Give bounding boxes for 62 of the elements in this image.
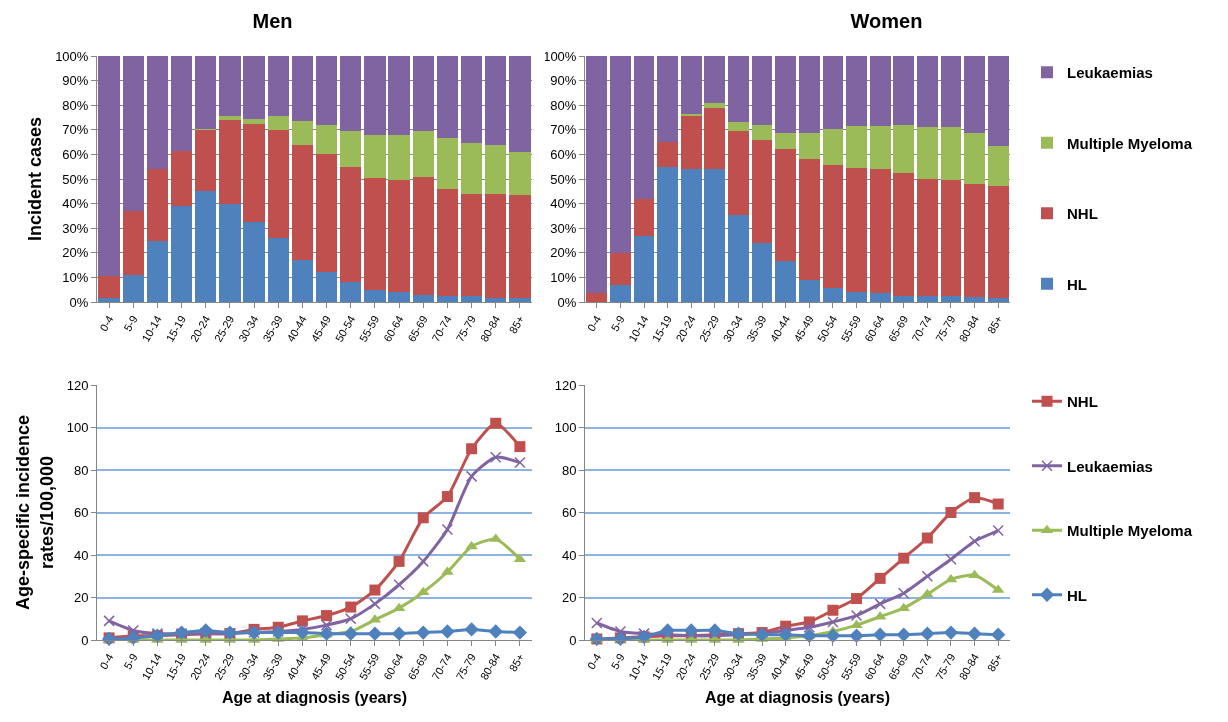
y-axis-title: Incident cases xyxy=(25,116,46,242)
chart-title: Men xyxy=(252,9,293,32)
y-tick-label: 40 xyxy=(561,547,577,563)
y-tick-label: 100 xyxy=(66,420,89,436)
x-tick-label: 5-9 xyxy=(121,313,140,334)
x-tick-label: 85+ xyxy=(506,313,527,336)
y-tick-label: 100 xyxy=(554,420,577,436)
y-tick-label: 50% xyxy=(550,171,577,187)
y-tick-label: 20% xyxy=(550,245,577,261)
y-tick-label: 120 xyxy=(554,377,577,393)
legend-label: NHL xyxy=(1067,393,1098,411)
x-tick-label: 0-4 xyxy=(97,313,116,334)
y-tick-label: 80% xyxy=(550,97,577,113)
x-tick-label: 85+ xyxy=(506,651,527,674)
y-tick-label: 60 xyxy=(73,505,89,521)
y-tick-label: 10% xyxy=(550,269,577,285)
x-tick-label: 5-9 xyxy=(121,651,140,672)
legend-label: HL xyxy=(1067,275,1087,293)
y-tick-label: 100% xyxy=(55,48,89,64)
legend-label: Multiple Myeloma xyxy=(1067,134,1193,152)
y-tick-label: 60% xyxy=(550,146,577,162)
y-tick-label: 40% xyxy=(550,196,577,212)
chart-title: Women xyxy=(850,9,923,32)
legend-label: Leukaemias xyxy=(1067,457,1153,475)
y-tick-label: 0% xyxy=(557,294,577,310)
y-tick-label: 20 xyxy=(561,590,577,606)
x-tick-label: 5-9 xyxy=(608,313,627,334)
y-tick-label: 30% xyxy=(550,220,577,236)
legend-label: Multiple Myeloma xyxy=(1067,522,1193,540)
y-tick-label: 70% xyxy=(550,122,577,138)
y-tick-label: 120 xyxy=(66,377,89,393)
y-tick-label: 30% xyxy=(62,220,89,236)
x-axis-title: Age at diagnosis (years) xyxy=(222,688,407,706)
legend-label: NHL xyxy=(1067,205,1098,223)
x-tick-label: 0-4 xyxy=(97,651,116,672)
y-tick-label: 0 xyxy=(569,632,577,648)
y-tick-label: 60% xyxy=(62,146,89,162)
y-tick-label: 60 xyxy=(561,505,577,521)
y-tick-label: 40% xyxy=(62,196,89,212)
y-tick-label: 20 xyxy=(73,590,89,606)
y-tick-label: 80 xyxy=(73,462,89,478)
y-tick-label: 50% xyxy=(62,171,89,187)
y-axis-title: Age-specific incidence rates/100,000 xyxy=(13,414,57,611)
y-tick-label: 80 xyxy=(561,462,577,478)
legend-label: Leukaemias xyxy=(1067,64,1153,82)
x-tick-label: 5-9 xyxy=(608,651,627,672)
x-axis-title: Age at diagnosis (years) xyxy=(705,688,890,706)
y-tick-label: 10% xyxy=(62,269,89,285)
y-tick-label: 90% xyxy=(62,73,89,89)
y-tick-label: 0% xyxy=(69,294,89,310)
y-tick-label: 0 xyxy=(81,632,89,648)
legend-label: HL xyxy=(1067,586,1087,604)
x-tick-label: 0-4 xyxy=(584,313,604,334)
y-tick-label: 20% xyxy=(62,245,89,261)
x-tick-label: 85+ xyxy=(984,651,1005,674)
y-tick-label: 70% xyxy=(62,122,89,138)
y-tick-label: 100% xyxy=(543,48,577,64)
x-tick-label: 85+ xyxy=(984,313,1005,336)
y-tick-label: 90% xyxy=(550,73,577,89)
y-tick-label: 80% xyxy=(62,97,89,113)
x-tick-label: 0-4 xyxy=(584,651,604,672)
y-tick-label: 40 xyxy=(73,547,89,563)
